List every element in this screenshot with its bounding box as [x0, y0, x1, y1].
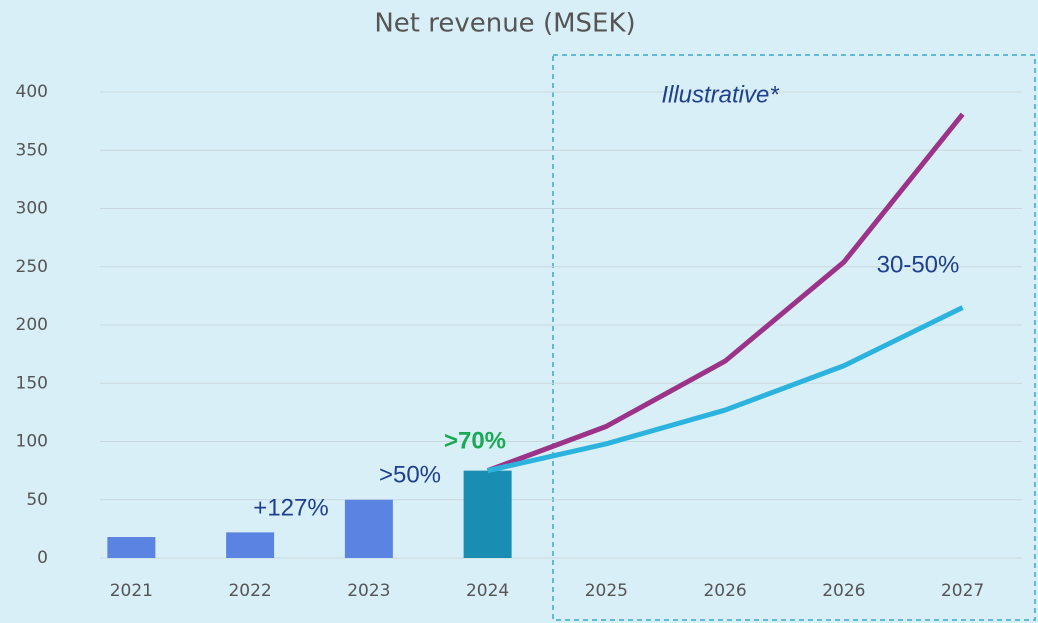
y-tick-label: 150	[16, 373, 48, 393]
y-tick-label: 100	[16, 432, 48, 452]
bar	[107, 537, 156, 558]
x-tick-label: 2027	[941, 581, 984, 601]
annotation: >70%	[444, 427, 506, 454]
line	[487, 305, 964, 474]
y-tick-label: 350	[16, 140, 48, 160]
bar	[344, 499, 393, 558]
x-tick-label: 2026	[822, 581, 865, 601]
line	[486, 112, 965, 473]
annotation: Illustrative*	[661, 81, 779, 108]
x-tick-label: 2021	[110, 581, 153, 601]
y-tick-label: 0	[37, 548, 48, 568]
x-tick-label: 2025	[585, 581, 628, 601]
y-tick-label: 200	[16, 315, 48, 335]
x-tick-label: 2024	[466, 581, 509, 601]
y-tick-label: 250	[16, 257, 48, 277]
x-tick-label: 2026	[703, 581, 746, 601]
annotation: +127%	[253, 494, 328, 521]
illustrative-box	[552, 54, 1036, 621]
x-tick-label: 2023	[347, 581, 390, 601]
chart-title: Net revenue (MSEK)	[374, 9, 635, 39]
annotation: 30-50%	[877, 251, 960, 278]
y-tick-label: 300	[16, 199, 48, 219]
y-tick-label: 50	[26, 490, 48, 510]
x-tick-label: 2022	[228, 581, 271, 601]
y-tick-label: 400	[16, 82, 48, 102]
annotation: >50%	[379, 461, 441, 488]
bar	[463, 470, 512, 558]
bar	[226, 532, 275, 558]
